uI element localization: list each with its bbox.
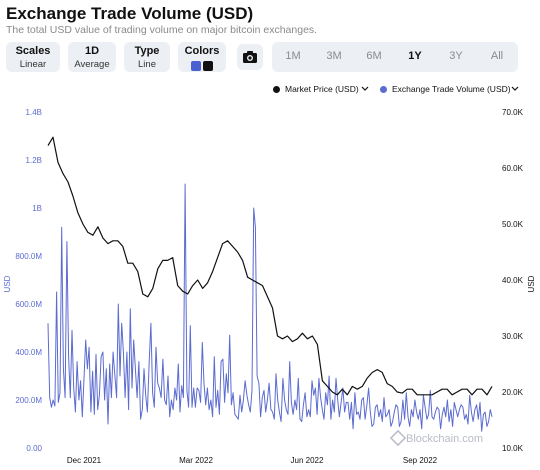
- y-right-tick-label: 30.0K: [502, 332, 524, 341]
- range-all[interactable]: All: [490, 50, 504, 62]
- scales-label: Scales: [15, 45, 51, 57]
- y-left-axis-title: USD: [3, 275, 12, 292]
- y-left-tick-label: 1B: [32, 204, 42, 213]
- screenshot-button[interactable]: [237, 44, 263, 70]
- volume-series-line: [47, 183, 493, 432]
- y-right-tick-label: 70.0K: [502, 108, 524, 117]
- range-1y[interactable]: 1Y: [408, 50, 422, 62]
- x-tick-label: Dec 2021: [67, 456, 102, 465]
- legend-market-price-label: Market Price (USD): [285, 84, 359, 94]
- x-tick-label: Mar 2022: [179, 456, 213, 465]
- y-right-tick-label: 10.0K: [502, 444, 524, 453]
- legend-volume[interactable]: Exchange Trade Volume (USD): [380, 84, 511, 94]
- interval-label: 1D: [84, 45, 100, 57]
- y-right-tick-label: 20.0K: [502, 388, 524, 397]
- page-subtitle: The total USD value of trading volume on…: [6, 24, 318, 36]
- y-left-tick-label: 200.0M: [15, 396, 42, 405]
- interval-value: Average: [74, 59, 110, 70]
- range-3y[interactable]: 3Y: [449, 50, 463, 62]
- y-right-axis-title: USD: [527, 275, 536, 292]
- interval-control[interactable]: 1D Average: [68, 42, 116, 72]
- scales-control[interactable]: Scales Linear: [6, 42, 60, 72]
- y-right-tick-label: 40.0K: [502, 276, 524, 285]
- page-title: Exchange Trade Volume (USD): [6, 4, 254, 23]
- range-1m[interactable]: 1M: [285, 50, 301, 62]
- type-control[interactable]: Type Line: [124, 42, 170, 72]
- y-left-tick-label: 800.0M: [15, 252, 42, 261]
- colors-label: Colors: [184, 45, 220, 57]
- colors-control[interactable]: Colors: [178, 42, 226, 72]
- price-legend-dot: [273, 85, 280, 93]
- y-left-tick-label: 1.4B: [26, 108, 42, 117]
- y-left-tick-label: 1.2B: [26, 156, 42, 165]
- y-left-tick-label: 0.00: [26, 444, 42, 453]
- y-right-tick-label: 50.0K: [502, 220, 524, 229]
- x-tick-label: Jun 2022: [291, 456, 324, 465]
- range-6m[interactable]: 6M: [366, 50, 382, 62]
- y-left-tick-label: 600.0M: [15, 300, 42, 309]
- range-3m[interactable]: 3M: [326, 50, 342, 62]
- x-tick-label: Sep 2022: [403, 456, 438, 465]
- volume-legend-dot: [380, 85, 387, 93]
- y-right-tick-label: 60.0K: [502, 164, 524, 173]
- watermark-text: Blockchain.com: [406, 433, 483, 445]
- legend-market-price[interactable]: Market Price (USD): [273, 84, 359, 94]
- y-left-tick-label: 400.0M: [15, 348, 42, 357]
- type-label: Type: [134, 45, 160, 57]
- type-value: Line: [138, 59, 156, 70]
- volume-color-swatch[interactable]: [191, 61, 201, 71]
- legend-volume-label: Exchange Trade Volume (USD): [392, 84, 511, 94]
- blockchain-logo-icon: [389, 429, 407, 447]
- price-series-line: [47, 136, 493, 396]
- camera-icon: [243, 51, 257, 63]
- price-color-swatch[interactable]: [203, 61, 213, 71]
- range-selector: 1M 3M 6M 1Y 3Y All: [272, 42, 518, 72]
- scales-value: Linear: [19, 59, 47, 70]
